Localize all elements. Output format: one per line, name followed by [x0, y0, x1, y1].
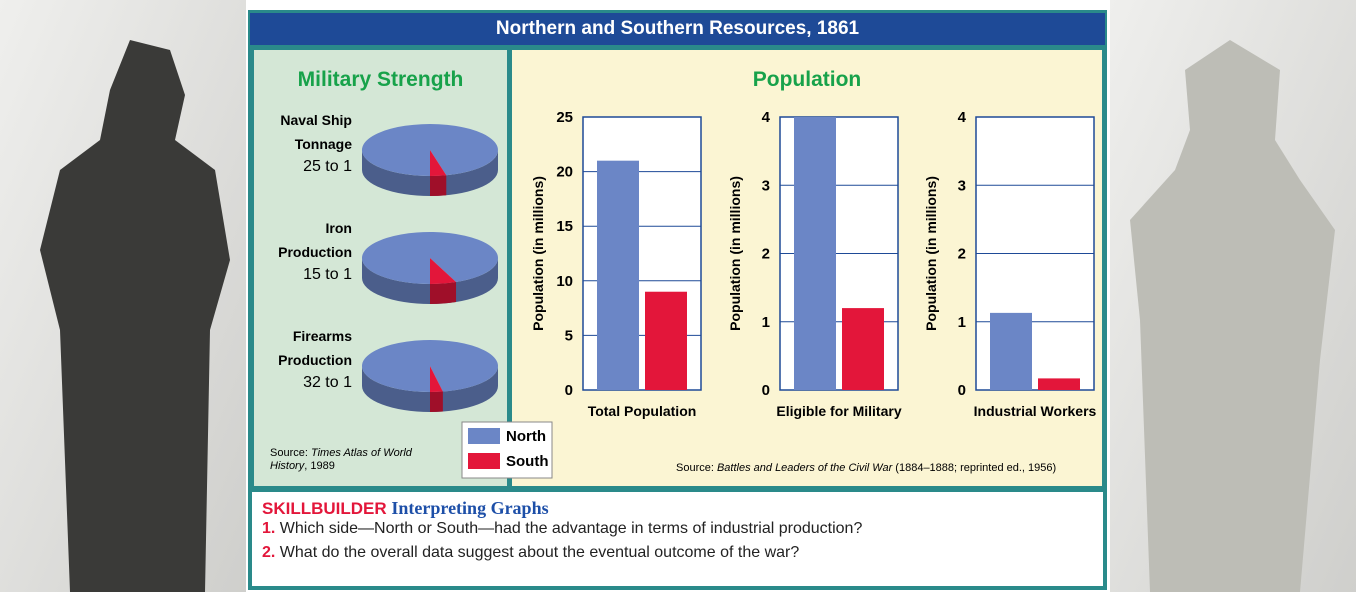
question: 1. Which side—North or South—had the adv…: [262, 520, 862, 538]
source-note: Source: Battles and Leaders of the Civil…: [676, 462, 1056, 475]
question: 2. What do the overall data suggest abou…: [262, 544, 799, 562]
y-tick-label: 5: [565, 327, 573, 344]
question-number: 1.: [262, 520, 275, 537]
y-axis-label: Population (in millions): [530, 176, 546, 331]
bar: [990, 313, 1032, 390]
y-tick-label: 1: [762, 314, 770, 331]
skillbuilder-title: Interpreting Graphs: [391, 498, 548, 518]
y-tick-label: 2: [762, 246, 770, 263]
pie-ratio: 25 to 1: [262, 158, 352, 176]
y-tick-label: 15: [556, 218, 573, 235]
y-axis-label: Population (in millions): [923, 176, 939, 331]
pie-slice: [362, 232, 498, 284]
pie-ratio: 15 to 1: [262, 266, 352, 284]
question-text: Which side—North or South—had the advant…: [280, 520, 863, 537]
y-tick-label: 3: [958, 177, 966, 194]
panel-title: Military Strength: [254, 68, 507, 92]
question-text: What do the overall data suggest about t…: [280, 544, 799, 561]
question-number: 2.: [262, 544, 275, 561]
y-tick-label: 25: [556, 109, 573, 126]
source-work: Battles and Leaders of the Civil War: [717, 462, 892, 474]
legend-swatch: [468, 453, 500, 469]
chart-title: Northern and Southern Resources, 1861: [250, 13, 1105, 45]
page: 0510152025Population (in millions)01234P…: [0, 0, 1356, 592]
y-tick-label: 0: [762, 382, 770, 399]
pie-side: [430, 175, 446, 196]
source-suffix: (1884–1888; reprinted ed., 1956): [892, 462, 1056, 474]
y-tick-label: 1: [958, 314, 966, 331]
bar: [842, 308, 884, 390]
source-prefix: Source:: [676, 462, 717, 474]
x-tick-label: Eligible for Military: [774, 400, 904, 422]
panel-title: Population: [512, 68, 1102, 92]
source-suffix: , 1989: [304, 460, 335, 472]
y-tick-label: 4: [762, 109, 771, 126]
pie-label: Iron Production: [262, 216, 352, 264]
pie-label: Naval Ship Tonnage: [262, 108, 352, 156]
pie-label: Firearms Production: [262, 324, 352, 372]
skillbuilder-heading: SKILLBUILDER Interpreting Graphs: [262, 498, 549, 519]
y-tick-label: 0: [565, 382, 573, 399]
pie-slice: [362, 340, 498, 392]
legend-label: North: [506, 428, 546, 445]
pie-side: [430, 392, 443, 412]
bar: [645, 292, 687, 390]
x-tick-label: Total Population: [577, 400, 707, 422]
legend-swatch: [468, 428, 500, 444]
pie-ratio: 32 to 1: [262, 374, 352, 392]
y-tick-label: 0: [958, 382, 966, 399]
x-tick-label: Industrial Workers: [970, 400, 1100, 422]
bar: [794, 117, 836, 390]
pie-slice: [362, 124, 498, 176]
y-tick-label: 20: [556, 164, 573, 181]
skillbuilder-label: SKILLBUILDER: [262, 499, 387, 518]
legend-label: South: [506, 453, 549, 470]
bar: [597, 161, 639, 390]
pie-side: [430, 282, 456, 304]
y-tick-label: 4: [958, 109, 967, 126]
source-note: Source: Times Atlas of World History, 19…: [270, 447, 440, 473]
y-axis-label: Population (in millions): [727, 176, 743, 331]
y-tick-label: 10: [556, 273, 573, 290]
y-tick-label: 2: [958, 246, 966, 263]
y-tick-label: 3: [762, 177, 770, 194]
bar: [1038, 378, 1080, 390]
source-prefix: Source:: [270, 447, 311, 459]
